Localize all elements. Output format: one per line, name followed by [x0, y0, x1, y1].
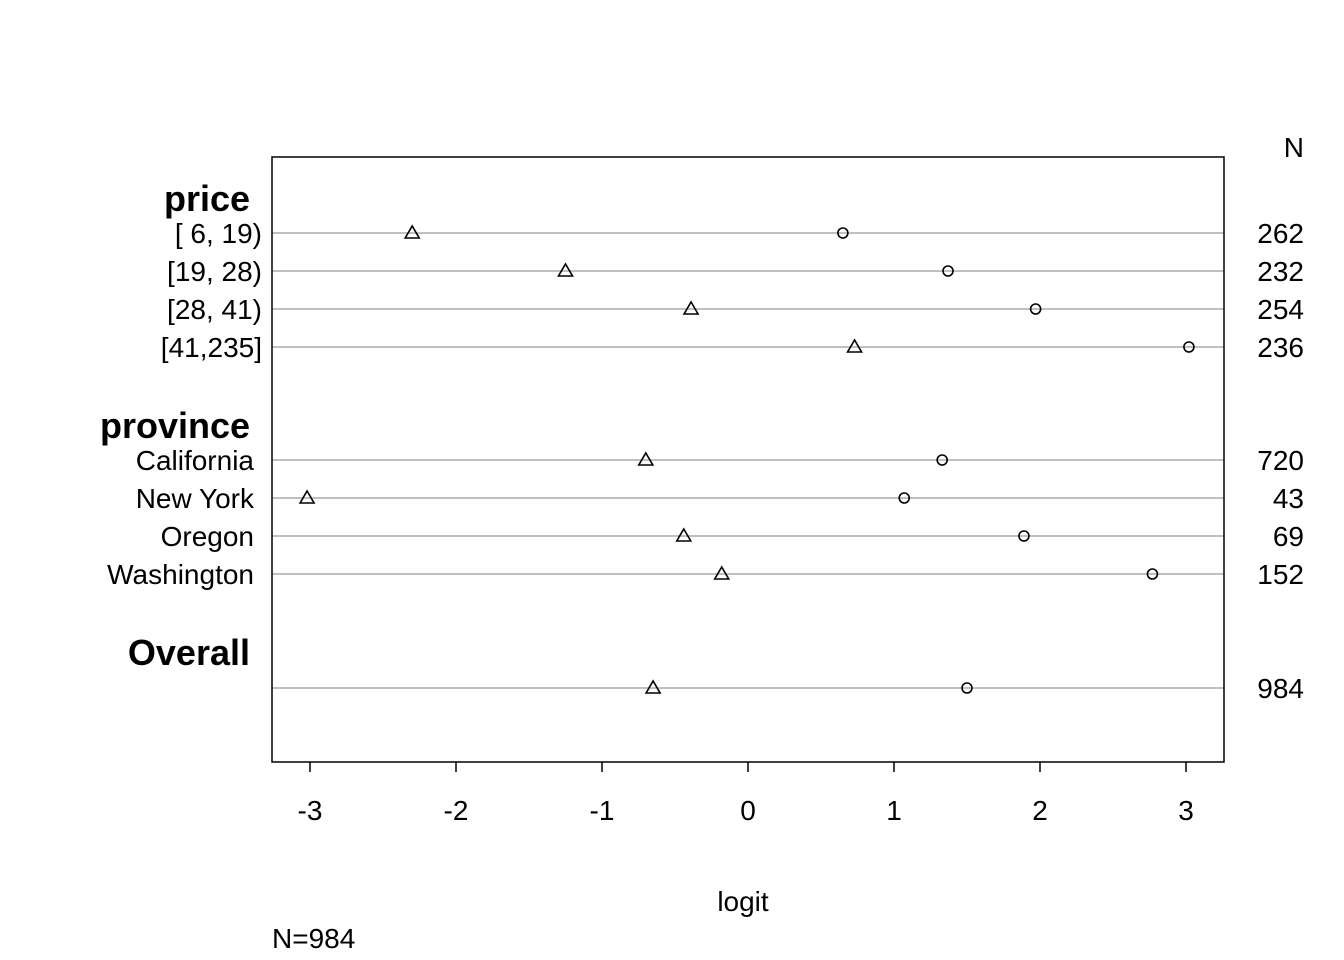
circle-marker: [942, 265, 954, 277]
row-n-value: 152: [1257, 559, 1304, 590]
row-label: Washington: [107, 559, 254, 590]
row-label: New York: [136, 483, 255, 514]
group-header: Overall: [128, 632, 250, 673]
triangle-marker: [644, 679, 662, 694]
x-tick-label: -1: [590, 795, 615, 826]
circle-marker: [1183, 341, 1195, 353]
x-tick-label: 1: [886, 795, 902, 826]
group-header: price: [164, 178, 250, 219]
row-label: Oregon: [161, 521, 254, 552]
n-column-header: N: [1284, 132, 1304, 163]
triangle-marker: [846, 338, 863, 353]
row-n-value: 232: [1257, 256, 1304, 287]
x-tick-label: -3: [298, 795, 323, 826]
row-label: [ 6, 19): [175, 218, 262, 249]
x-axis-label: logit: [717, 886, 769, 917]
circle-marker: [1146, 568, 1159, 580]
row-n-value: 262: [1257, 218, 1304, 249]
row-label: [28, 41): [167, 294, 262, 325]
x-tick-label: 3: [1178, 795, 1194, 826]
row-n-value: 69: [1273, 521, 1304, 552]
x-tick-label: -2: [444, 795, 469, 826]
circle-marker: [1029, 303, 1042, 315]
triangle-marker: [298, 489, 316, 504]
x-tick-label: 2: [1032, 795, 1048, 826]
triangle-marker: [675, 527, 693, 542]
circle-marker: [1018, 530, 1030, 542]
x-axis: -3 -2 -1 0 1 2 3: [298, 762, 1194, 826]
group-header: province: [100, 405, 250, 446]
circle-marker: [837, 227, 849, 239]
row-n-value: 720: [1257, 445, 1304, 476]
triangle-marker: [637, 451, 655, 466]
circle-marker: [961, 682, 973, 694]
circle-marker: [898, 492, 911, 504]
markers: [298, 224, 1195, 694]
circle-marker: [936, 454, 948, 466]
row-label: California: [136, 445, 255, 476]
triangle-marker: [403, 224, 421, 239]
row-n-value: 236: [1257, 332, 1304, 363]
triangle-marker: [682, 300, 700, 315]
gridlines: [272, 232, 1224, 689]
row-n-value: 43: [1273, 483, 1304, 514]
triangle-marker: [713, 565, 731, 580]
row-n-value: 984: [1257, 673, 1304, 704]
row-label: [19, 28): [167, 256, 262, 287]
row-label: [41,235]: [161, 332, 262, 363]
row-labels: price[ 6, 19) 262 [19, 28) 232 [28, 41) 254 [4…: [100, 178, 1304, 704]
row-n-value: 254: [1257, 294, 1304, 325]
triangle-marker: [557, 262, 574, 277]
footnote: N=984: [272, 923, 355, 954]
x-tick-label: 0: [740, 795, 756, 826]
